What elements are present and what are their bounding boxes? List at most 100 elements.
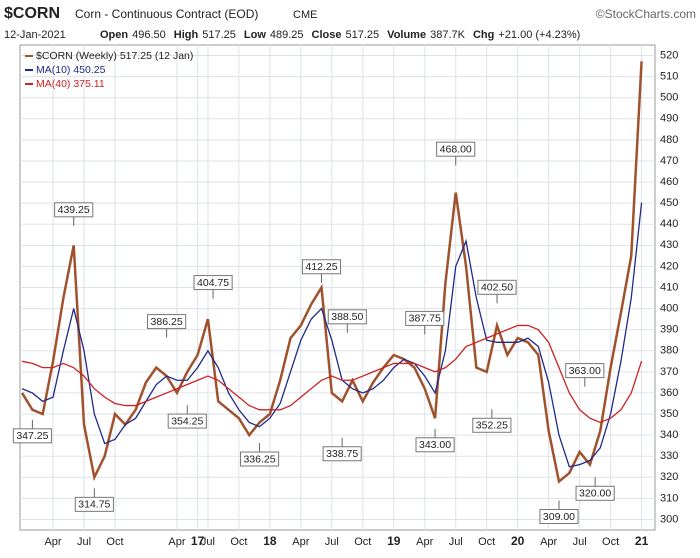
x-tick-label: Apr — [416, 536, 433, 548]
y-tick-label: 300 — [660, 513, 678, 525]
price-line — [21, 324, 643, 424]
x-tick-label: 20 — [511, 534, 525, 548]
x-tick-label: Jul — [573, 536, 587, 548]
annotation-box — [539, 508, 579, 524]
quote-value: 517.25 — [346, 29, 380, 41]
x-tick-label: Jul — [449, 536, 463, 548]
annotation-box — [239, 451, 280, 467]
x-tick-label: 18 — [263, 534, 277, 548]
x-tick-label: Oct — [354, 536, 371, 548]
y-tick-label: 320 — [660, 471, 678, 483]
annotation-box — [147, 314, 187, 330]
y-tick-label: 400 — [660, 302, 678, 314]
x-tick-label: 19 — [387, 534, 401, 548]
annotation-label: 388.50 — [331, 311, 363, 323]
y-tick-label: 410 — [660, 281, 678, 293]
symbol: $CORN — [4, 5, 60, 22]
x-tick-label: 17 — [191, 534, 205, 548]
annotation-label: 404.75 — [197, 277, 229, 289]
x-tick-label: Jul — [201, 536, 215, 548]
annotation-label: 309.00 — [543, 511, 575, 523]
annotation-box — [565, 363, 605, 379]
y-tick-label: 460 — [660, 176, 678, 188]
y-tick-label: 360 — [660, 387, 678, 399]
legend-label: MA(10) 450.25 — [36, 64, 106, 76]
x-tick-label: Jul — [325, 536, 339, 548]
y-tick-label: 440 — [660, 218, 678, 230]
exchange: CME — [293, 9, 317, 21]
quote-name: Low — [244, 29, 266, 41]
y-tick-label: 520 — [660, 49, 678, 61]
annotation-box — [405, 310, 445, 326]
y-tick-label: 450 — [660, 197, 678, 209]
y-tick-label: 310 — [660, 492, 678, 504]
y-tick-label: 500 — [660, 92, 678, 104]
annotation-label: 336.25 — [243, 453, 275, 465]
x-tick-label: Apr — [540, 536, 557, 548]
x-tick-label: 21 — [635, 534, 649, 548]
y-tick-label: 370 — [660, 366, 678, 378]
y-tick-label: 350 — [660, 408, 678, 420]
x-tick-label: Oct — [106, 536, 123, 548]
y-tick-label: 380 — [660, 345, 678, 357]
annotation-label: 352.25 — [476, 420, 508, 432]
source: ©StockCharts.com — [596, 7, 696, 21]
x-tick-label: Apr — [44, 536, 61, 548]
annotation-label: 347.25 — [16, 430, 48, 442]
quote-name: High — [174, 29, 199, 41]
quote-value: 489.25 — [270, 29, 304, 41]
y-tick-label: 480 — [660, 134, 678, 146]
chart-title: Corn - Continuous Contract (EOD) — [75, 7, 258, 21]
y-tick-label: 330 — [660, 450, 678, 462]
annotation-box — [167, 413, 207, 429]
legend-label: $CORN (Weekly) 517.25 (12 Jan) — [36, 50, 193, 62]
annotation-box — [477, 279, 517, 295]
annotation-label: 386.25 — [151, 316, 183, 328]
annotation-label: 439.25 — [58, 204, 90, 216]
quote-value: 517.25 — [202, 29, 236, 41]
annotation-label: 338.75 — [326, 448, 358, 460]
quote-value: 496.50 — [132, 29, 166, 41]
annotation-label: 468.00 — [440, 143, 472, 155]
y-tick-label: 470 — [660, 155, 678, 167]
quote-name: Chg — [473, 29, 494, 41]
annotation-box — [575, 485, 615, 501]
x-tick-label: Apr — [168, 536, 185, 548]
y-tick-label: 340 — [660, 429, 678, 441]
annotation-box — [415, 437, 455, 453]
annotation-box — [327, 309, 367, 325]
annotation-box — [322, 446, 362, 462]
date: 12-Jan-2021 — [4, 29, 66, 41]
annotation-box — [12, 428, 52, 444]
x-tick-label: Oct — [602, 536, 619, 548]
annotation-label: 314.75 — [78, 499, 110, 511]
x-tick-label: Apr — [292, 536, 309, 548]
quote-name: Close — [312, 29, 342, 41]
annotation-label: 363.00 — [569, 365, 601, 377]
y-tick-label: 390 — [660, 324, 678, 336]
annotation-box — [301, 259, 342, 275]
annotation-label: 320.00 — [579, 488, 611, 500]
y-tick-label: 420 — [660, 260, 678, 272]
annotation-label: 354.25 — [171, 415, 203, 427]
y-tick-label: 430 — [660, 239, 678, 251]
annotation-box — [54, 202, 94, 218]
y-tick-label: 490 — [660, 113, 678, 125]
quote-name: Open — [100, 29, 128, 41]
y-tick-label: 510 — [660, 71, 678, 83]
annotation-box — [436, 141, 476, 157]
annotation-label: 387.75 — [409, 313, 441, 325]
x-tick-label: Oct — [230, 536, 247, 548]
annotation-label: 343.00 — [419, 439, 451, 451]
x-tick-label: Oct — [478, 536, 495, 548]
annotation-label: 412.25 — [305, 261, 337, 273]
quote-value: +21.00 (+4.23%) — [498, 29, 580, 41]
quote-value: 387.7K — [430, 29, 466, 41]
annotation-box — [193, 275, 233, 291]
annotation-box — [74, 496, 114, 512]
price-line — [21, 202, 643, 468]
legend-label: MA(40) 375.11 — [36, 78, 105, 90]
annotation-label: 402.50 — [481, 282, 513, 294]
x-tick-label: Jul — [77, 536, 91, 548]
